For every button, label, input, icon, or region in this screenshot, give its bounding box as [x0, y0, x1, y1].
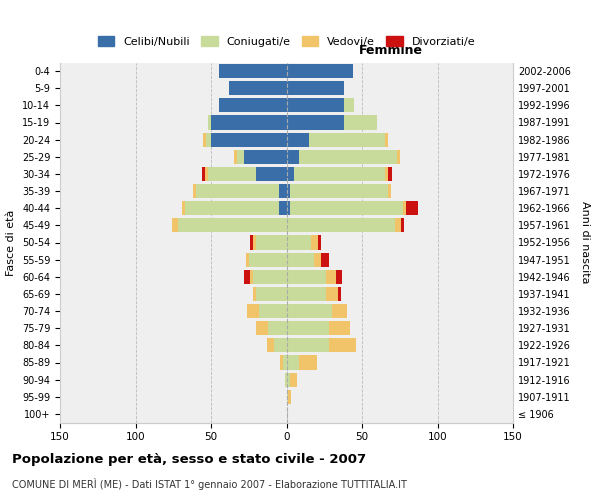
Bar	[287, 321, 329, 335]
Bar	[206, 132, 211, 146]
Bar	[299, 150, 397, 164]
Bar	[287, 390, 288, 404]
Bar	[287, 81, 344, 95]
Bar	[385, 167, 388, 181]
Bar	[193, 184, 196, 198]
Bar	[287, 201, 290, 215]
Bar	[287, 287, 326, 301]
Bar	[218, 64, 287, 78]
Bar	[403, 201, 406, 215]
Bar	[267, 338, 274, 352]
Bar	[280, 356, 283, 370]
Bar	[287, 252, 314, 266]
Bar	[311, 236, 318, 250]
Bar	[256, 287, 287, 301]
Bar	[287, 150, 299, 164]
Bar	[287, 184, 290, 198]
Bar	[246, 252, 249, 266]
Bar	[253, 270, 287, 284]
Bar	[268, 321, 287, 335]
Text: Femmine: Femmine	[359, 44, 422, 57]
Bar	[287, 98, 344, 112]
Bar	[256, 321, 268, 335]
Bar	[229, 81, 287, 95]
Bar	[287, 338, 329, 352]
Bar	[172, 218, 178, 232]
Bar	[294, 167, 385, 181]
Bar	[288, 390, 291, 404]
Bar	[338, 287, 341, 301]
Y-axis label: Anni di nascita: Anni di nascita	[580, 201, 590, 284]
Bar	[208, 167, 256, 181]
Bar	[256, 236, 287, 250]
Bar	[253, 236, 256, 250]
Legend: Celibi/Nubili, Coniugati/e, Vedovi/e, Divorziati/e: Celibi/Nubili, Coniugati/e, Vedovi/e, Di…	[93, 32, 480, 52]
Bar	[287, 132, 309, 146]
Bar	[244, 270, 250, 284]
Bar	[211, 116, 287, 130]
Bar	[233, 150, 236, 164]
Text: Popolazione per età, sesso e stato civile - 2007: Popolazione per età, sesso e stato civil…	[12, 452, 366, 466]
Bar	[287, 167, 294, 181]
Bar	[326, 287, 338, 301]
Bar	[290, 372, 297, 386]
Bar	[208, 116, 211, 130]
Bar	[256, 167, 287, 181]
Bar	[259, 304, 287, 318]
Bar	[178, 218, 287, 232]
Y-axis label: Fasce di età: Fasce di età	[7, 210, 16, 276]
Bar	[182, 201, 185, 215]
Bar	[344, 98, 355, 112]
Bar	[290, 184, 388, 198]
Bar	[337, 270, 343, 284]
Bar	[218, 98, 287, 112]
Bar	[287, 304, 332, 318]
Bar	[321, 252, 329, 266]
Bar	[274, 338, 287, 352]
Bar	[253, 287, 256, 301]
Bar	[211, 132, 287, 146]
Bar	[250, 236, 253, 250]
Bar	[185, 201, 279, 215]
Bar	[283, 356, 287, 370]
Bar	[287, 270, 326, 284]
Bar	[388, 184, 391, 198]
Bar	[287, 356, 299, 370]
Bar	[279, 201, 287, 215]
Bar	[329, 321, 350, 335]
Bar	[326, 270, 337, 284]
Bar	[332, 304, 347, 318]
Bar	[203, 132, 206, 146]
Bar	[329, 338, 356, 352]
Bar	[249, 252, 287, 266]
Bar	[344, 116, 377, 130]
Bar	[395, 218, 401, 232]
Text: COMUNE DI MERÌ (ME) - Dati ISTAT 1° gennaio 2007 - Elaborazione TUTTITALIA.IT: COMUNE DI MERÌ (ME) - Dati ISTAT 1° genn…	[12, 478, 407, 490]
Bar	[397, 150, 400, 164]
Bar	[236, 150, 244, 164]
Bar	[314, 252, 321, 266]
Bar	[385, 132, 388, 146]
Bar	[244, 150, 287, 164]
Bar	[279, 184, 287, 198]
Bar	[205, 167, 208, 181]
Bar	[202, 167, 205, 181]
Bar	[290, 201, 403, 215]
Bar	[406, 201, 418, 215]
Bar	[309, 132, 385, 146]
Bar	[250, 270, 253, 284]
Bar	[287, 218, 395, 232]
Bar	[401, 218, 404, 232]
Bar	[287, 116, 344, 130]
Bar	[318, 236, 321, 250]
Bar	[285, 372, 287, 386]
Bar	[287, 64, 353, 78]
Bar	[287, 372, 290, 386]
Bar	[287, 236, 311, 250]
Bar	[247, 304, 259, 318]
Bar	[388, 167, 392, 181]
Bar	[299, 356, 317, 370]
Bar	[196, 184, 279, 198]
